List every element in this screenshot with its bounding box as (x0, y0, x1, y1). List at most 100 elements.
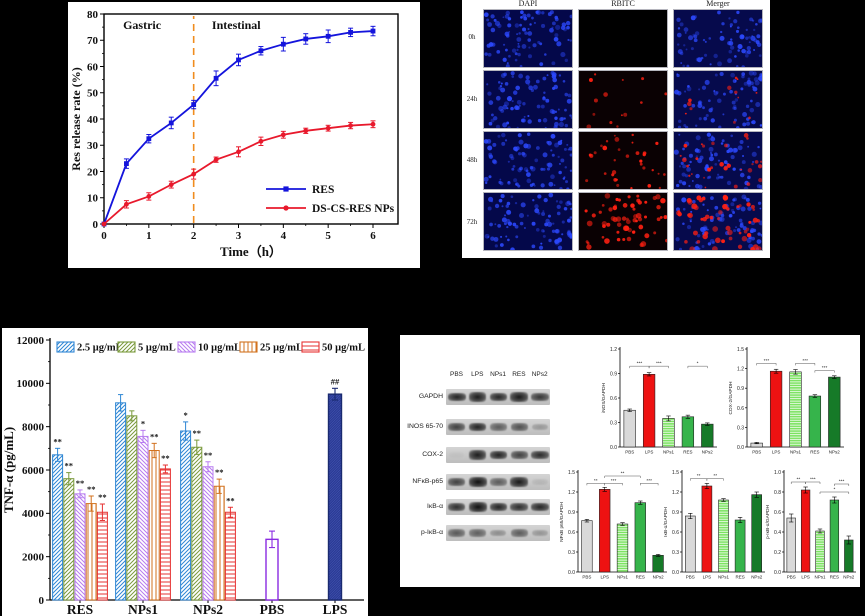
sig-bracket (648, 365, 669, 369)
category-label: PBS (787, 575, 796, 580)
series-ds-cs-res-nps (101, 120, 376, 227)
category-label: NPs2 (829, 450, 841, 455)
category-label: LPS (323, 602, 348, 616)
y-tick-label: 0.3 (737, 425, 744, 431)
y-tick-label: 0.3 (672, 550, 679, 556)
y-tick-label: 0.0 (774, 570, 781, 576)
y-tick-label: 0.0 (672, 570, 679, 576)
legend-label: 2.5 μg/mL (77, 343, 123, 354)
y-axis-title: NFκB p65/GAPDH (559, 502, 565, 542)
blot-lane-label: LPS (471, 371, 484, 378)
x-tick-label: 0 (101, 230, 107, 242)
micro-dots (579, 10, 668, 68)
sig-bracket (604, 475, 641, 478)
category-label: NPs1 (790, 450, 802, 455)
y-tick-label: 6000 (22, 465, 45, 477)
y-tick-label: 20 (87, 166, 99, 178)
category-label: NPs2 (751, 575, 763, 580)
data-point (124, 161, 129, 167)
y-tick-label: 1.2 (672, 490, 679, 496)
category-label: PBS (625, 450, 634, 455)
data-point (146, 136, 152, 142)
significance-mark: *** (656, 361, 662, 367)
blot-band (448, 502, 466, 512)
y-tick-label: 1.2 (737, 367, 744, 373)
blot-row-label: IκB-α (426, 503, 443, 510)
bar-NPs1-10 μg/mL (137, 435, 149, 601)
tnf-chart: 0 2000 4000 6000 8000 10000 12000 RES NPs1 NPs2 PB… (2, 335, 365, 616)
bar-RES (734, 519, 746, 573)
legend-label: 10 μg/mL (198, 343, 241, 354)
nuclei-dots (484, 193, 572, 250)
y-tick-label: 60 (87, 61, 99, 73)
bar-PBS (581, 520, 593, 573)
blot-band (510, 529, 528, 537)
blot-row-label: p-IκB-α (420, 529, 443, 536)
bar-NPs2-10 μg/mL (202, 466, 214, 601)
legend-swatch (56, 341, 75, 353)
category-label: RES (810, 450, 819, 455)
category-label: RES (683, 450, 692, 455)
category-label: PBS (752, 450, 761, 455)
bar-NPs1-2.5 μg/mL (115, 402, 127, 601)
blot-lane-label: RES (512, 371, 526, 378)
blot-band (449, 452, 465, 458)
bar-RES (681, 416, 695, 448)
row-label-48h: 48h (466, 156, 478, 164)
micro-image-0h-rbitc (578, 9, 668, 68)
cox2-gapdh-chart: 0.0 0.3 0.6 0.9 1.2 1.5 PBS LPS NPs1 RES NPs2 *** **… (728, 347, 844, 455)
category-label: PBS (582, 575, 591, 580)
x-tick-label: 5 (325, 230, 331, 242)
column-header-rbitc: RBITC (611, 0, 635, 8)
y-tick-label: 0.0 (610, 445, 617, 451)
y-tick-label: 0.9 (568, 510, 575, 516)
x-tick-label: 4 (281, 230, 287, 242)
significance-mark: ** (594, 478, 598, 484)
category-label: LPS (645, 450, 654, 455)
blot-band (531, 450, 549, 460)
y-axis-title: p-IκB-α/GAPDH (765, 504, 771, 538)
bar-RES (634, 502, 646, 573)
data-point (280, 41, 286, 47)
significance-mark: *** (839, 479, 845, 485)
category-label: LPS (801, 575, 810, 580)
data-point (280, 132, 286, 138)
blot-band (448, 422, 466, 432)
blot-band (447, 392, 466, 402)
bar-PBS (685, 515, 696, 573)
significance-mark: *** (802, 358, 808, 364)
y-tick-label: 1.2 (568, 490, 575, 496)
bar-NPs2-2.5 μg/mL (180, 430, 192, 601)
legend-label: DS-CS-RES NPs (312, 203, 395, 215)
rbitc-dots (586, 73, 667, 128)
nuclei-dots (674, 132, 762, 189)
bar-NPs2 (828, 376, 841, 448)
legend-swatch (177, 341, 196, 353)
blot-band (532, 423, 548, 431)
bar-RES (829, 499, 840, 573)
y-tick-label: 0.8 (774, 490, 781, 496)
significance-mark: *** (646, 478, 652, 484)
bar-LPS (769, 370, 783, 448)
micro-image-48h-rbitc (578, 131, 668, 190)
y-tick-label: 1.2 (610, 347, 617, 353)
significance-mark: *** (611, 478, 617, 484)
category-label: NPs1 (718, 575, 730, 580)
y-tick-label: 0.9 (672, 510, 679, 516)
significance-mark: * (141, 418, 145, 428)
micro-image-24h-rbitc (578, 70, 668, 129)
legend-label: RES (312, 184, 334, 196)
y-tick-label: 1.5 (568, 470, 575, 476)
data-point (303, 36, 309, 42)
bar-NPs2-25 μg/mL (213, 485, 225, 601)
y-tick-label: 0.3 (568, 550, 575, 556)
significance-mark: *** (822, 365, 828, 371)
x-tick-label: 3 (236, 230, 242, 242)
data-point (325, 33, 331, 39)
rbitc-dots (684, 76, 758, 124)
category-label: NPs2 (653, 575, 665, 580)
rbitc-dots (679, 133, 762, 189)
legend-label: 5 μg/mL (138, 343, 176, 354)
blot-band (468, 422, 487, 432)
significance-mark: ** (226, 495, 235, 505)
